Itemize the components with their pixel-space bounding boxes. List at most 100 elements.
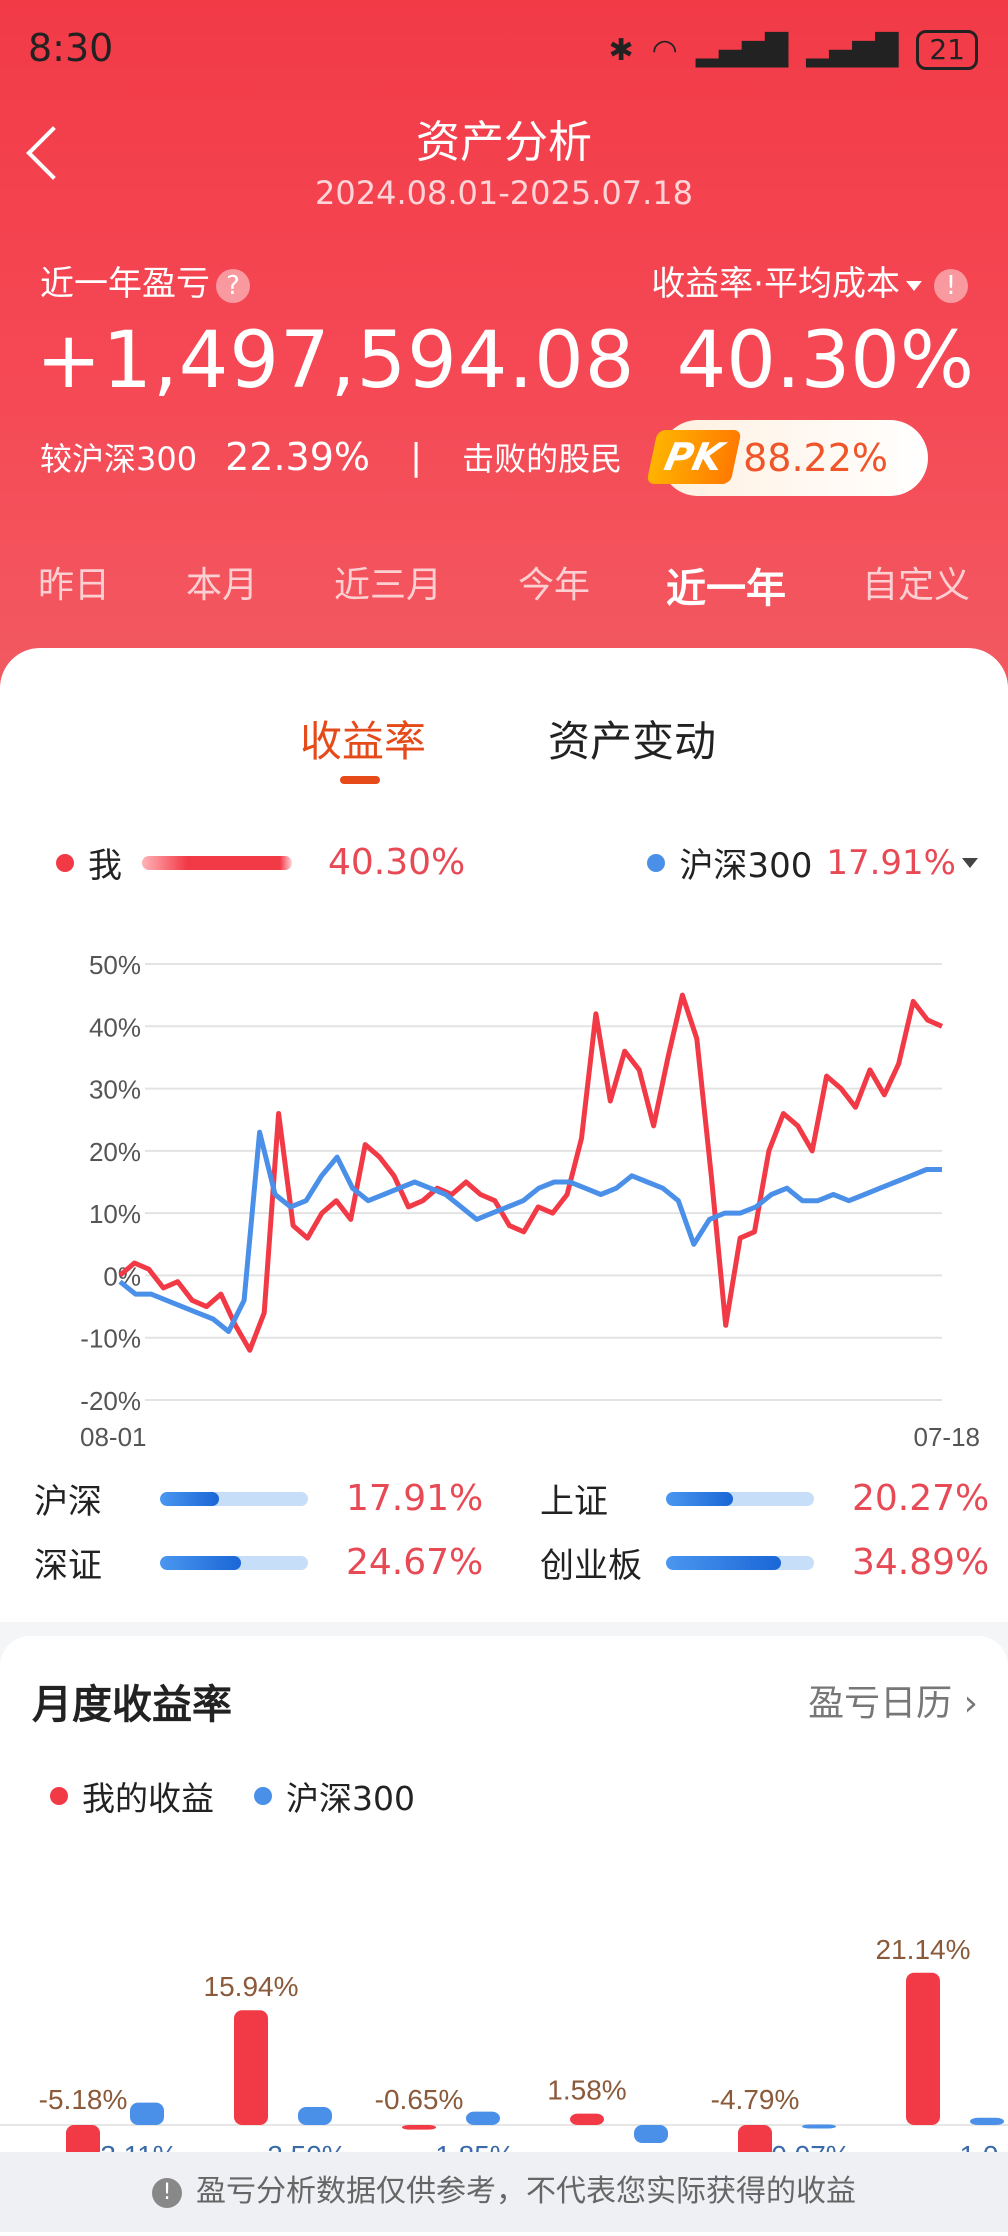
tab-indicator <box>340 776 380 784</box>
bar-label-my-return: 21.14% <box>876 1934 971 1965</box>
bar-label-my-return: -0.65% <box>375 2084 464 2115</box>
legend-hs300-value: 17.91% <box>826 842 956 883</box>
monthly-legend: 我的收益 沪深300 <box>50 1772 415 1820</box>
legend-hs300-label: 沪深300 <box>679 846 813 886</box>
legend-dot-hs300 <box>254 1787 272 1805</box>
bar-my-return <box>738 2125 772 2160</box>
pl-label-group: 近一年盈亏? <box>40 256 250 305</box>
pl-value: +1,497,594.08 <box>36 316 636 406</box>
x-tick-label: 08-01 <box>80 1422 147 1452</box>
status-time: 8:30 <box>28 26 114 70</box>
legend-hs300: 沪深300 <box>286 1779 415 1818</box>
tab-asset-change[interactable]: 资产变动 <box>548 717 717 766</box>
legend-me: 我 40.30% <box>56 838 465 887</box>
bluetooth-icon: ✱ <box>608 32 634 68</box>
help-icon[interactable]: ? <box>216 268 250 303</box>
index-value: 20.27% <box>852 1478 990 1519</box>
series-line-hs300 <box>118 1129 942 1334</box>
index-row-cyb: 创业板 34.89% <box>540 1538 989 1587</box>
legend-me-value: 40.30% <box>328 842 466 883</box>
index-row-hs: 沪深 17.91% <box>34 1474 483 1523</box>
y-tick-label: 50% <box>89 950 141 980</box>
pl-label: 近一年盈亏 <box>40 264 210 304</box>
bar-hs300 <box>970 2117 1004 2125</box>
index-name: 上证 <box>540 1482 608 1522</box>
period-tabs: 昨日 本月 近三月 今年 近一年 自定义 <box>0 556 1008 614</box>
y-tick-label: -10% <box>80 1324 141 1354</box>
divider: | <box>410 436 423 478</box>
compare-row: 较沪深300 22.39% | 击败的股民 <box>40 434 622 480</box>
rate-value: 40.30% <box>676 316 974 406</box>
bar-my-return <box>402 2125 436 2130</box>
legend-me-label: 我 <box>88 846 122 886</box>
index-value: 24.67% <box>346 1542 484 1583</box>
index-row-sz: 深证 24.67% <box>34 1538 483 1587</box>
bar-hs300 <box>466 2111 500 2125</box>
period-tab-month[interactable]: 本月 <box>185 565 258 606</box>
bar-my-return <box>570 2113 604 2125</box>
period-tab-ytd[interactable]: 今年 <box>517 565 590 606</box>
bar-my-return <box>66 2125 100 2160</box>
y-tick-label: 30% <box>89 1075 141 1105</box>
series-line-me <box>118 992 943 1353</box>
bar-label-my-return: 15.94% <box>204 1971 299 2002</box>
index-bar <box>666 1555 814 1570</box>
index-value: 34.89% <box>852 1542 990 1583</box>
info-icon[interactable]: ! <box>934 268 968 303</box>
info-icon: ! <box>152 2177 182 2208</box>
rate-label: 收益率·平均成本 <box>651 264 900 304</box>
wifi-icon: ◠ <box>651 32 678 68</box>
status-icons: ✱ ◠ ▂▄▆█ ▂▄▆█ 21 <box>608 30 978 70</box>
pl-calendar-label: 盈亏日历 <box>808 1683 953 1724</box>
legend-hs300[interactable]: 沪深300 17.91% <box>647 838 978 887</box>
bar-hs300 <box>802 2124 836 2129</box>
pk-badge: PK <box>646 430 742 484</box>
period-tab-3month[interactable]: 近三月 <box>333 565 442 606</box>
monthly-card <box>0 1636 1008 2236</box>
bar-my-return <box>906 1972 940 2125</box>
signal-icon-2: ▂▄▆█ <box>806 32 899 68</box>
index-bar-fill <box>666 1491 733 1506</box>
bar-hs300 <box>130 2102 164 2125</box>
y-tick-label: 10% <box>89 1199 141 1229</box>
index-name: 沪深 <box>34 1482 102 1522</box>
legend-dot-me <box>50 1787 68 1805</box>
dropdown-icon <box>906 280 922 291</box>
y-tick-label: 20% <box>89 1137 141 1167</box>
period-tab-yesterday[interactable]: 昨日 <box>37 565 110 606</box>
monthly-bar-chart[interactable]: -5.18%15.94%-0.65% 1.58% -4.79%21.14%3.11%… <box>0 1870 1008 2160</box>
index-bar <box>160 1555 308 1570</box>
index-bar <box>666 1491 814 1506</box>
index-value: 17.91% <box>346 1478 484 1519</box>
y-tick-label: 40% <box>89 1012 141 1042</box>
bar-hs300 <box>634 2125 668 2143</box>
period-tab-custom[interactable]: 自定义 <box>861 565 970 606</box>
vs-label: 较沪深300 <box>40 440 198 478</box>
dropdown-icon <box>962 857 978 868</box>
chevron-right-icon: › <box>963 1683 978 1724</box>
index-row-sh: 上证 20.27% <box>540 1474 989 1523</box>
index-bar <box>160 1491 308 1506</box>
yield-line-chart[interactable]: 50%40%30%20%10%0%-10%-20%08-01 07-18 <box>0 920 1008 1460</box>
bar-my-return <box>234 2010 268 2125</box>
period-tab-1year[interactable]: 近一年 <box>665 566 786 612</box>
legend-dot-hs300 <box>647 853 666 872</box>
legend-dot-me <box>56 853 74 872</box>
disclaimer-footer: ! 盈亏分析数据仅供参考，不代表您实际获得的收益 <box>0 2152 1008 2232</box>
monthly-title: 月度收益率 <box>32 1682 232 1728</box>
tab-yield[interactable]: 收益率 <box>300 717 427 766</box>
bar-label-my-return: -5.18% <box>39 2084 128 2115</box>
page-title: 资产分析 <box>416 117 592 168</box>
bar-hs300 <box>298 2107 332 2125</box>
header: 8:30 ✱ ◠ ▂▄▆█ ▂▄▆█ 21 资产分析 2024.08.01-20… <box>0 0 1008 700</box>
index-bar-fill <box>160 1491 220 1506</box>
index-name: 创业板 <box>540 1546 642 1586</box>
index-name: 深证 <box>34 1546 102 1586</box>
vs-value: 22.39% <box>225 435 370 479</box>
y-tick-label: -20% <box>80 1386 141 1416</box>
pl-calendar-link[interactable]: 盈亏日历 › <box>808 1674 978 1726</box>
index-bar-fill <box>160 1555 242 1570</box>
legend-me-line <box>142 855 292 870</box>
rate-selector[interactable]: 收益率·平均成本! <box>651 256 968 305</box>
index-bar-fill <box>666 1555 782 1570</box>
